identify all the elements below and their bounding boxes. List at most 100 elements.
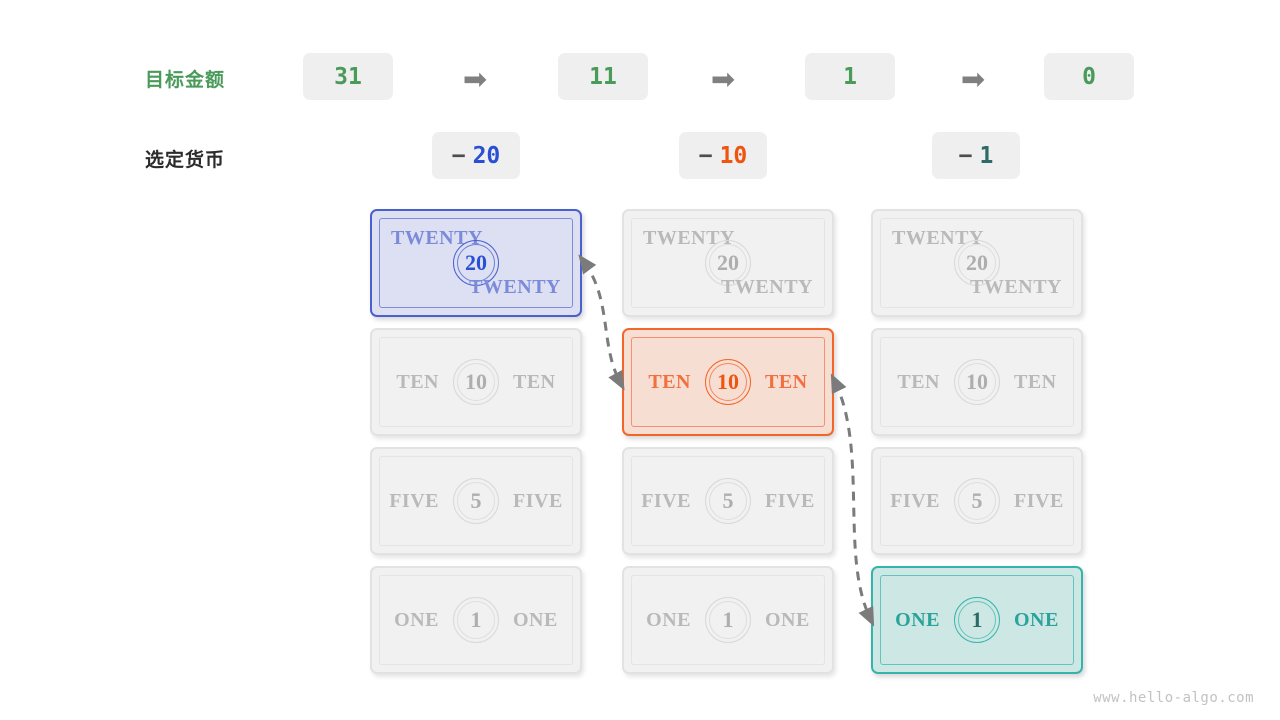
step-arrow-2: ➡ [960,64,986,96]
bill-inner-border [880,337,1074,427]
bill-word-left: FIVE [389,489,439,512]
bill-face: ONE 1 ONE [624,568,832,672]
bill-inner-border [631,456,825,546]
bill-card[interactable]: ONE 1 ONE [871,566,1083,674]
coin-value: 10 [719,142,748,169]
bill-card[interactable]: FIVE 5 FIVE [370,447,582,555]
minus-sign: − [451,142,466,169]
amount-pill-3: 0 [1044,53,1134,100]
denomination-medallion-icon: 20 [954,240,1000,286]
denomination-medallion-icon: 5 [705,478,751,524]
bill-card[interactable]: TWENTY 20 TWENTY [622,209,834,317]
bill-card[interactable]: TWENTY 20 TWENTY [871,209,1083,317]
denomination-medallion-icon: 10 [453,359,499,405]
bill-word-right: TEN [765,370,808,393]
bill-inner-border [379,218,573,308]
amount-pill-2: 1 [805,53,895,100]
bill-word-right: ONE [513,608,558,631]
bill-word-left: ONE [895,608,940,631]
amount-value: 31 [334,63,362,90]
denomination-medallion-icon: 20 [453,240,499,286]
bill-word-right: ONE [1014,608,1059,631]
bill-value: 10 [717,369,739,394]
bill-word-bottom-right: TWENTY [721,276,813,298]
bill-face: TEN 10 TEN [372,330,580,434]
bill-card[interactable]: ONE 1 ONE [622,566,834,674]
bill-inner-border [631,575,825,665]
arrow-20-to-10 [578,254,625,391]
denomination-medallion-icon: 10 [705,359,751,405]
bill-word-left: FIVE [641,489,691,512]
bill-word-left: FIVE [890,489,940,512]
bill-word-right: ONE [765,608,810,631]
bill-card[interactable]: TWENTY 20 TWENTY [370,209,582,317]
bill-face: TWENTY 20 TWENTY [873,211,1081,315]
bill-face: TEN 10 TEN [624,330,832,434]
bill-inner-border [631,337,825,427]
bill-card[interactable]: ONE 1 ONE [370,566,582,674]
bill-value: 20 [966,250,988,275]
bill-word-top-left: TWENTY [391,227,483,249]
coin-value: 1 [979,142,994,169]
selected-coin-pill-1: −10 [679,132,767,179]
bill-word-right: TEN [1014,370,1057,393]
bill-value: 5 [971,488,983,513]
bill-value: 1 [470,607,482,632]
bill-word-bottom-right: TWENTY [970,276,1062,298]
denomination-medallion-icon: 5 [954,478,1000,524]
bill-word-left: TEN [396,370,439,393]
bill-card[interactable]: TEN 10 TEN [622,328,834,436]
bill-face: ONE 1 ONE [873,568,1081,672]
denomination-medallion-icon: 1 [954,597,1000,643]
bill-inner-border [379,456,573,546]
bill-value: 10 [465,369,487,394]
bill-face: FIVE 5 FIVE [372,449,580,553]
bill-card[interactable]: TEN 10 TEN [871,328,1083,436]
minus-sign: − [698,142,713,169]
bill-value: 20 [717,250,739,275]
bill-value: 10 [966,369,988,394]
bill-inner-border [631,218,825,308]
bill-card[interactable]: TEN 10 TEN [370,328,582,436]
bill-inner-border [880,575,1074,665]
coin-value: 20 [472,142,501,169]
bill-word-bottom-right: TWENTY [469,276,561,298]
selected-currency-label: 选定货币 [145,150,226,171]
denomination-medallion-icon: 20 [705,240,751,286]
bill-face: FIVE 5 FIVE [873,449,1081,553]
bill-face: TWENTY 20 TWENTY [372,211,580,315]
bill-face: ONE 1 ONE [372,568,580,672]
bill-card[interactable]: FIVE 5 FIVE [871,447,1083,555]
bill-value: 5 [470,488,482,513]
bill-inner-border [379,337,573,427]
denomination-medallion-icon: 1 [453,597,499,643]
bill-face: TWENTY 20 TWENTY [624,211,832,315]
bill-word-right: FIVE [765,489,815,512]
bill-value: 5 [722,488,734,513]
bill-word-right: TEN [513,370,556,393]
bill-value: 20 [465,250,487,275]
denomination-medallion-icon: 5 [453,478,499,524]
bill-word-left: TEN [897,370,940,393]
selected-coin-pill-0: −20 [432,132,520,179]
bill-word-top-left: TWENTY [892,227,984,249]
bill-inner-border [379,575,573,665]
bill-word-left: ONE [394,608,439,631]
denomination-medallion-icon: 1 [705,597,751,643]
arrow-10-to-1 [830,373,875,627]
step-arrow-1: ➡ [710,64,736,96]
amount-value: 0 [1082,63,1096,90]
bill-inner-border [880,456,1074,546]
bill-value: 1 [722,607,734,632]
minus-sign: − [958,142,973,169]
target-amount-label: 目标金额 [145,70,226,91]
bill-card[interactable]: FIVE 5 FIVE [622,447,834,555]
bill-word-right: FIVE [1014,489,1064,512]
bill-word-left: ONE [646,608,691,631]
denomination-medallion-icon: 10 [954,359,1000,405]
bill-word-left: TEN [648,370,691,393]
bill-inner-border [880,218,1074,308]
bill-face: TEN 10 TEN [873,330,1081,434]
bill-word-top-left: TWENTY [643,227,735,249]
